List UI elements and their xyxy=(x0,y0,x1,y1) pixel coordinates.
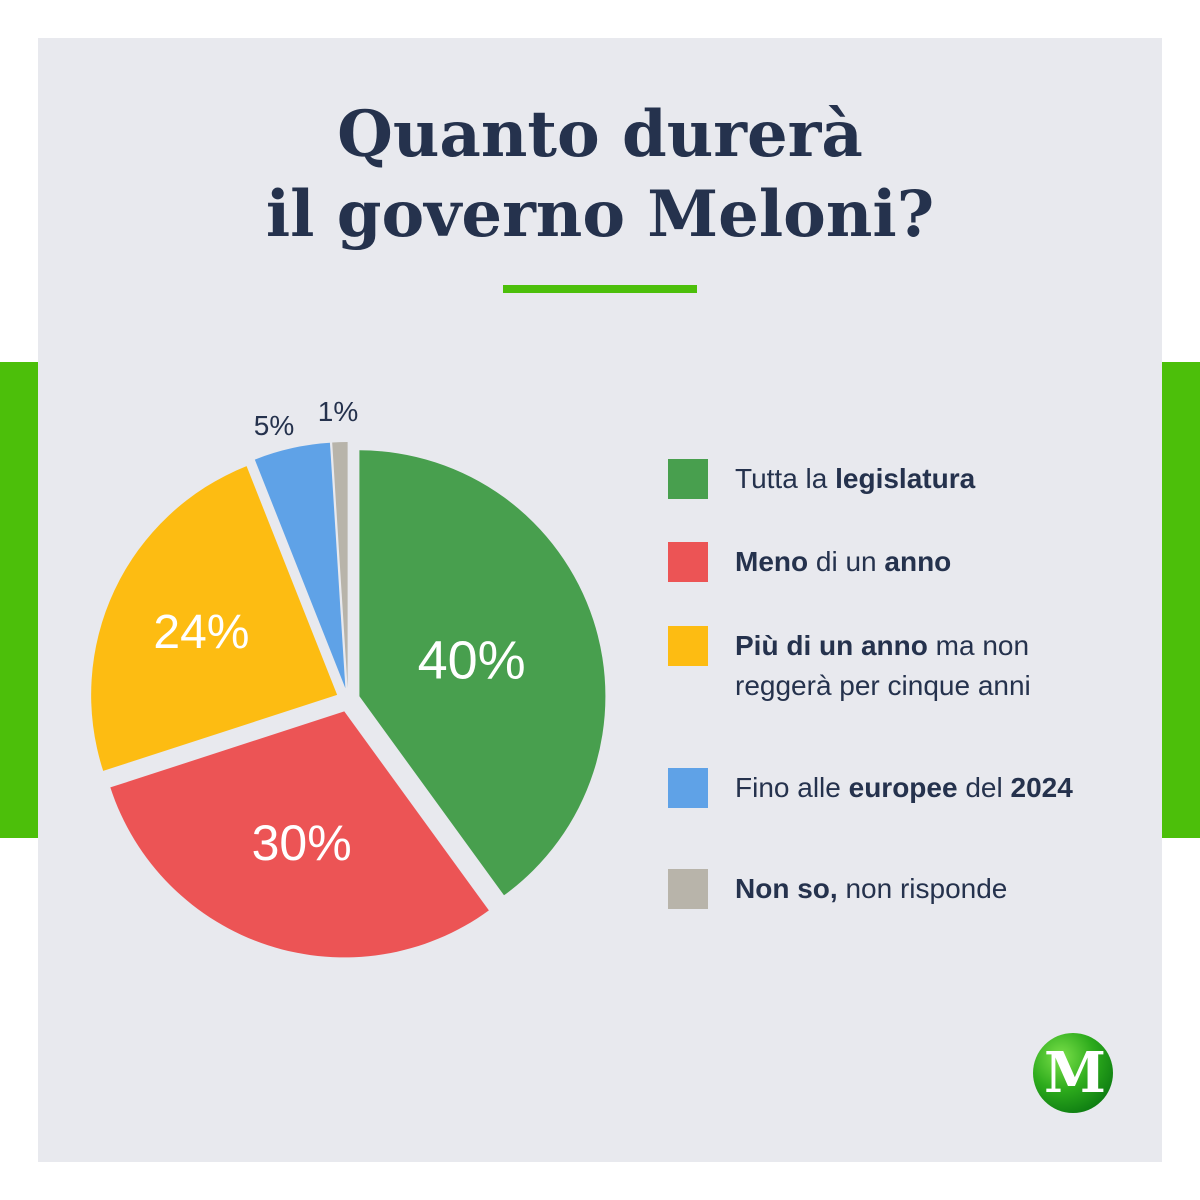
left-accent-bar xyxy=(0,362,38,838)
pie-slice-label-3: 24% xyxy=(153,606,249,659)
legend-swatch-4 xyxy=(668,768,708,808)
title-underline xyxy=(503,285,697,293)
logo-circle xyxy=(1033,1033,1113,1113)
publisher-logo: M xyxy=(1033,1033,1113,1113)
pie-slice-label-2: 30% xyxy=(252,815,352,871)
pie-slice-5 xyxy=(332,442,348,689)
pie-slice-2 xyxy=(110,711,489,958)
legend-label-part: non risponde xyxy=(837,873,1008,904)
legend-label-5: Non so, non risponde xyxy=(735,869,1075,909)
pie-slice-label-4: 5% xyxy=(254,410,294,441)
chart-title-line-1: Quanto durerà xyxy=(337,97,863,172)
legend-label-part: 2024 xyxy=(1010,772,1073,803)
legend-label-part: Non so, xyxy=(735,873,838,904)
legend-swatch-5 xyxy=(668,869,708,909)
legend-swatch-3 xyxy=(668,626,708,666)
legend-swatch-1 xyxy=(668,459,708,499)
legend-label-part: di un xyxy=(808,546,885,577)
legend-label-3: Più di un anno ma non reggerà per cinque… xyxy=(735,626,1075,706)
legend-label-part: Fino alle xyxy=(735,772,849,803)
chart-title: Quanto durerà il governo Meloni? xyxy=(0,95,1200,255)
legend-label-part: Meno xyxy=(735,546,809,577)
logo-letter: M xyxy=(1044,1040,1106,1106)
legend-label-part: europee xyxy=(848,772,958,803)
legend-label-part: Tutta la xyxy=(735,463,836,494)
legend-swatch-2 xyxy=(668,542,708,582)
legend-label-part: Più di un anno xyxy=(735,630,928,661)
pie-slice-3 xyxy=(91,466,338,771)
chart-title-line-2: il governo Meloni? xyxy=(265,177,935,252)
pie-slice-label-1: 40% xyxy=(418,631,526,691)
right-accent-bar xyxy=(1162,362,1200,838)
legend-label-1: Tutta la legislatura xyxy=(735,459,1075,499)
legend-label-part: ma non reggerà per cinque anni xyxy=(735,630,1031,701)
legend-label-2: Meno di un anno xyxy=(735,542,1075,582)
pie-slice-label-5: 1% xyxy=(318,396,358,427)
legend-label-4: Fino alle europee del 2024 xyxy=(735,768,1075,808)
pie-slice-1 xyxy=(359,450,606,896)
legend-label-part: anno xyxy=(884,546,952,577)
legend-label-part: del xyxy=(957,772,1011,803)
pie-slice-4 xyxy=(254,442,346,689)
legend-label-part: legislatura xyxy=(835,463,976,494)
